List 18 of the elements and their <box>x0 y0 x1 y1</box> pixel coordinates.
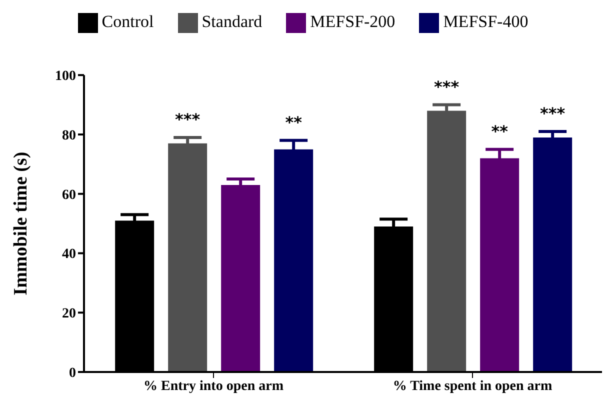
y-tick-label: 60 <box>62 188 76 203</box>
data-label: *** <box>175 110 201 130</box>
y-tick-label: 0 <box>69 366 76 381</box>
legend-label: Standard <box>202 12 262 31</box>
y-tick-label: 40 <box>62 247 76 262</box>
legend-label: Control <box>102 12 154 31</box>
y-tick-label: 20 <box>62 306 76 322</box>
y-tick-label: 80 <box>62 128 76 144</box>
x-tick-label: % Entry into open arm <box>144 378 284 394</box>
legend-label: MEFSF-200 <box>310 12 396 31</box>
legend-label: MEFSF-400 <box>443 12 528 31</box>
x-tick-label: % Time spent in open arm <box>392 378 552 394</box>
data-label: *** <box>540 104 566 124</box>
data-label: ** <box>285 112 303 132</box>
data-label: *** <box>434 77 460 96</box>
y-axis-title: Immobile time (s) <box>10 152 32 296</box>
data-label: ** <box>491 122 509 141</box>
y-tick-label: 100 <box>55 69 76 84</box>
